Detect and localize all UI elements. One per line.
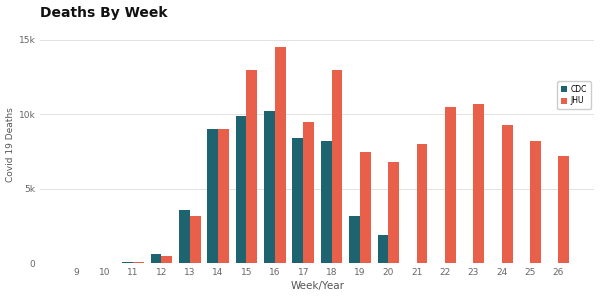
- Y-axis label: Covid 19 Deaths: Covid 19 Deaths: [5, 107, 14, 181]
- Bar: [388, 162, 399, 263]
- Bar: [151, 254, 161, 263]
- Legend: CDC, JHU: CDC, JHU: [557, 81, 590, 109]
- Bar: [264, 111, 275, 263]
- Bar: [190, 216, 200, 263]
- Bar: [349, 216, 360, 263]
- Bar: [218, 129, 229, 263]
- Bar: [275, 47, 286, 263]
- Bar: [416, 144, 427, 263]
- Bar: [133, 262, 144, 263]
- Bar: [332, 69, 343, 263]
- X-axis label: Week/Year: Week/Year: [290, 282, 344, 291]
- Bar: [377, 235, 388, 263]
- Bar: [161, 256, 172, 263]
- Bar: [502, 125, 512, 263]
- Bar: [236, 116, 247, 263]
- Bar: [445, 107, 456, 263]
- Bar: [122, 262, 133, 263]
- Bar: [321, 141, 332, 263]
- Bar: [473, 104, 484, 263]
- Bar: [303, 122, 314, 263]
- Bar: [292, 138, 303, 263]
- Text: Deaths By Week: Deaths By Week: [40, 6, 168, 20]
- Bar: [247, 69, 257, 263]
- Bar: [208, 129, 218, 263]
- Bar: [360, 151, 371, 263]
- Bar: [530, 141, 541, 263]
- Bar: [559, 156, 569, 263]
- Bar: [179, 210, 190, 263]
